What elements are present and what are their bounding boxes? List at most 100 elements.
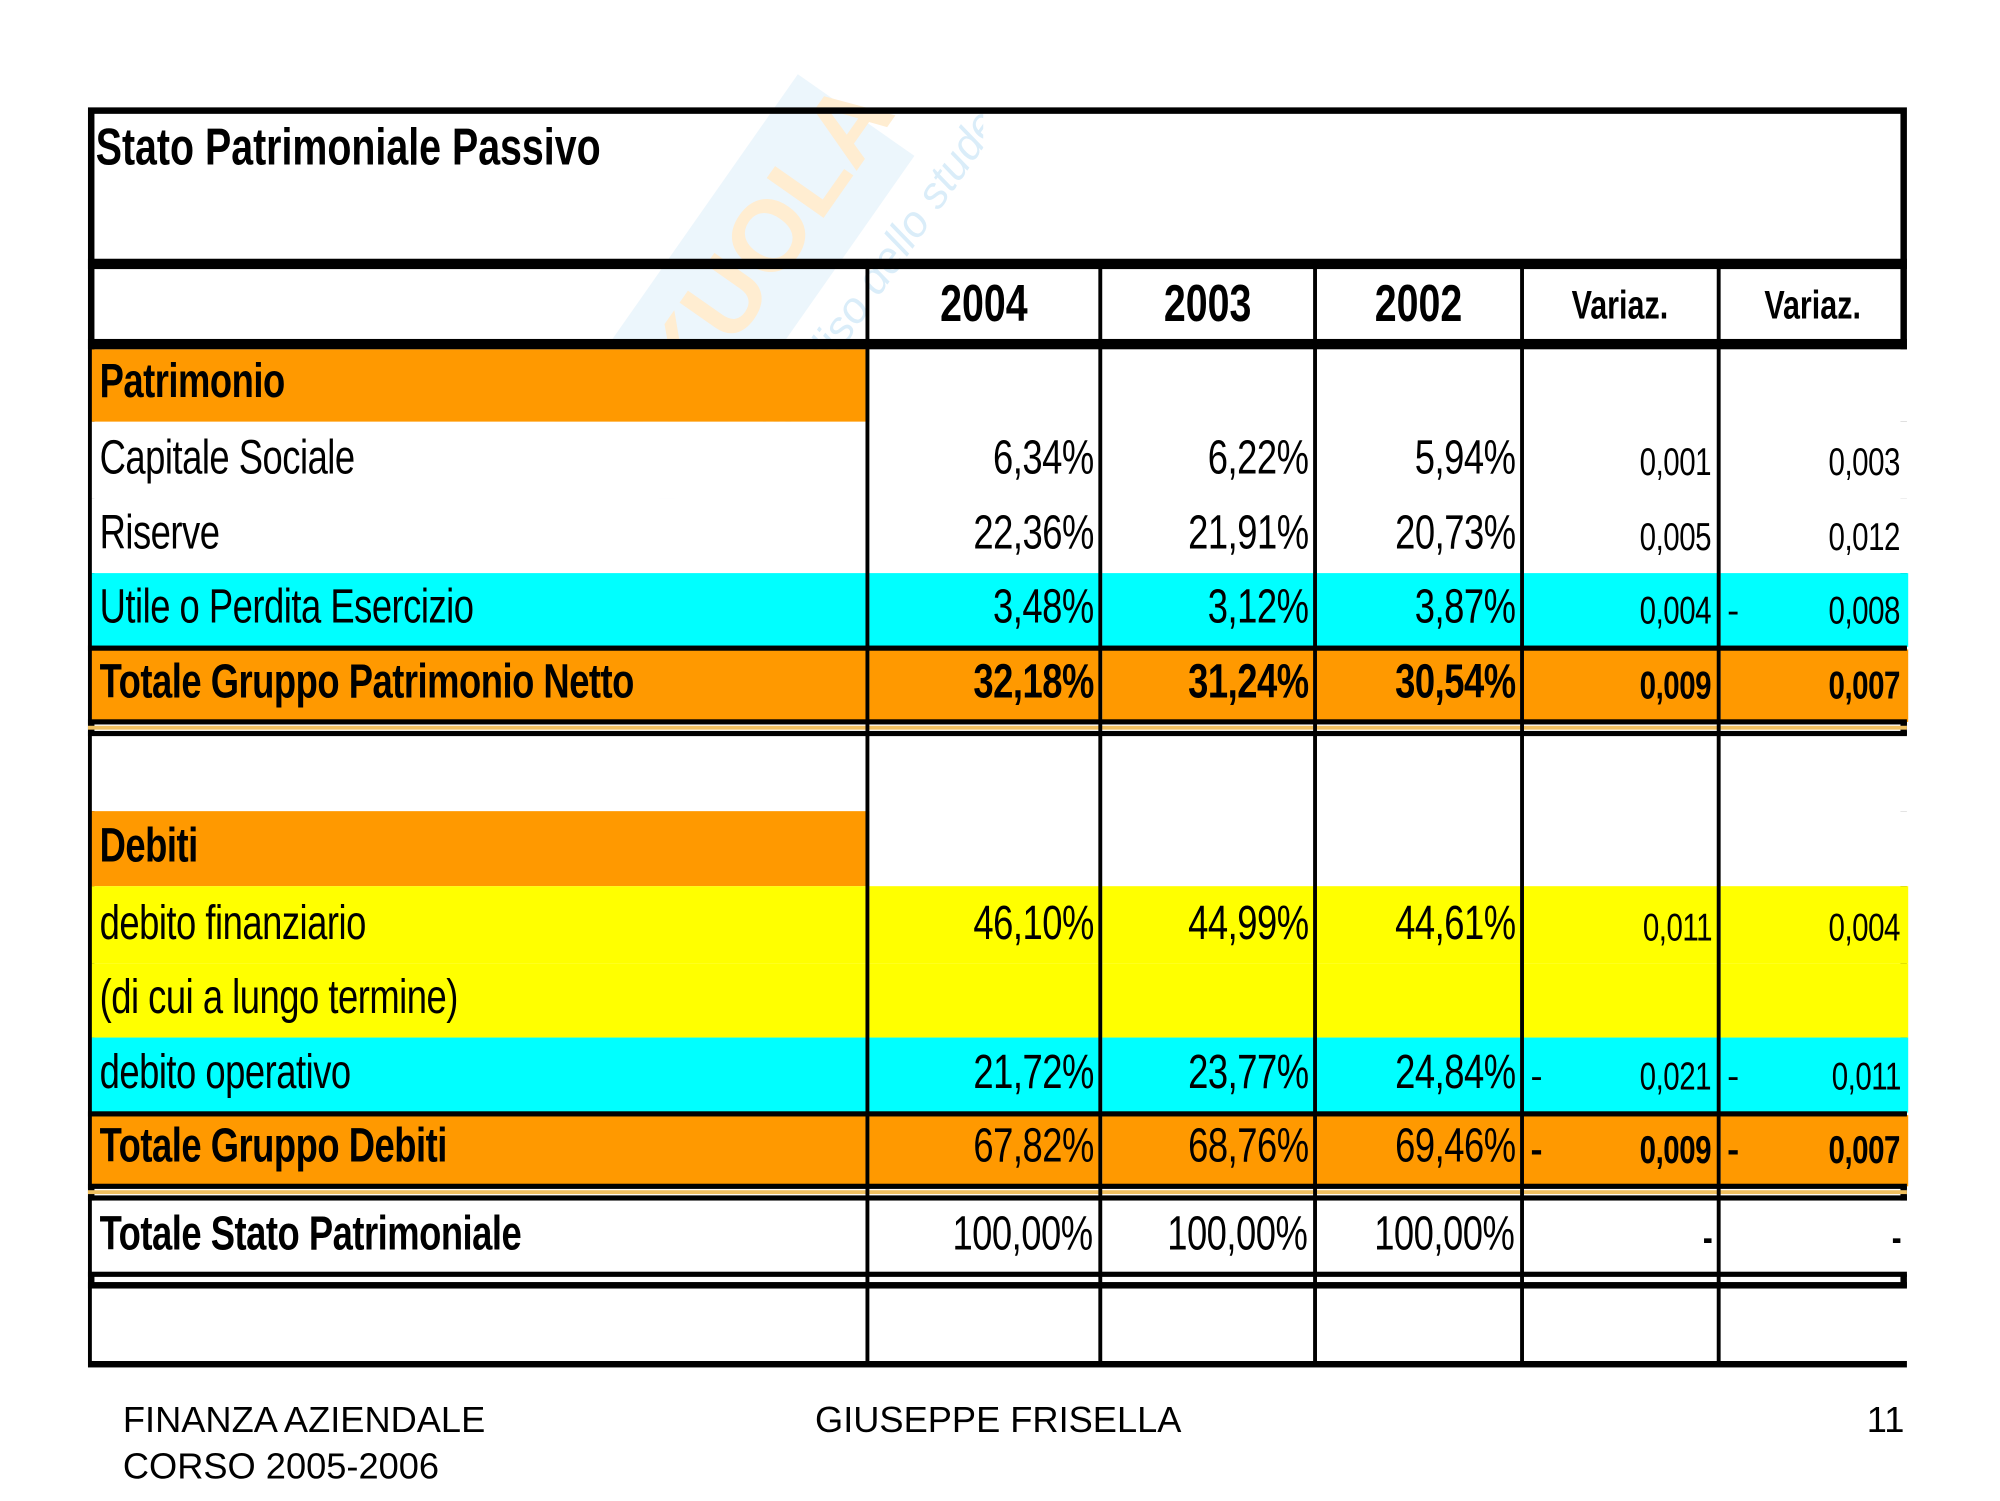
- cell-value: 0,007: [1829, 664, 1901, 708]
- value-cell: 22,36%: [869, 498, 1101, 574]
- cell-value: 0,011: [1642, 906, 1712, 950]
- horizontal-rule: [87, 1195, 1907, 1201]
- value-cell: [1720, 811, 1909, 887]
- row-label: Patrimonio: [99, 354, 286, 408]
- cell-value: 20,73%: [1394, 505, 1515, 559]
- value-cell: [1316, 963, 1523, 1038]
- value-cell: 100,00%: [1316, 1200, 1523, 1275]
- cell-value: 0,007: [1829, 1129, 1901, 1173]
- cell-value: 6,22%: [1207, 430, 1308, 484]
- value-cell: 68,76%: [1102, 1115, 1316, 1187]
- header-variaz-1: Variaz.: [1571, 281, 1669, 327]
- cell-value: 30,54%: [1394, 654, 1515, 708]
- header-2003: 2003: [1163, 275, 1251, 333]
- value-cell: [1102, 349, 1316, 422]
- value-cell: -: [1523, 1200, 1720, 1275]
- horizontal-rule: [87, 719, 1907, 725]
- value-cell: [1102, 811, 1316, 887]
- horizontal-rule: [87, 645, 1907, 651]
- value-cell: 0,001: [1523, 421, 1720, 499]
- value-cell: [869, 811, 1101, 887]
- cell-value: 0,009: [1640, 1129, 1712, 1173]
- value-cell: 46,10%: [869, 886, 1101, 964]
- value-cell: 21,72%: [869, 1037, 1101, 1113]
- cell-value: 31,24%: [1187, 654, 1308, 708]
- cell-value: 100,00%: [1374, 1207, 1516, 1261]
- cell-value: 0,009: [1640, 664, 1712, 708]
- value-cell: 0,021 -: [1523, 1037, 1720, 1113]
- value-cell: 30,54%: [1316, 649, 1523, 722]
- value-cell: 3,12%: [1102, 573, 1316, 647]
- cell-value: 68,76%: [1187, 1119, 1308, 1173]
- value-cell: [1720, 734, 1909, 812]
- cell-value: 44,61%: [1394, 896, 1515, 950]
- value-cell: [869, 1287, 1101, 1361]
- cell-value: 0,012: [1829, 516, 1901, 559]
- value-cell: [1102, 734, 1316, 812]
- row-label: Capitale Sociale: [99, 430, 356, 484]
- column-divider: [865, 265, 870, 1365]
- cell-value: 0,003: [1829, 441, 1901, 484]
- value-cell: 67,82%: [869, 1115, 1101, 1187]
- value-cell: [1720, 1287, 1909, 1361]
- value-cell: 44,61%: [1316, 886, 1523, 964]
- column-divider: [1098, 265, 1103, 1365]
- value-cell: 0,007: [1720, 649, 1909, 722]
- value-cell: [1720, 349, 1909, 422]
- value-cell: 0,011: [1523, 886, 1720, 964]
- cell-value: 3,12%: [1207, 579, 1308, 633]
- value-cell: [1316, 1287, 1523, 1361]
- cell-value: 44,99%: [1187, 896, 1308, 950]
- value-cell: 6,34%: [869, 421, 1101, 499]
- value-cell: [1316, 734, 1523, 812]
- value-cell: 0,009 -: [1523, 1115, 1720, 1187]
- cell-value: 69,46%: [1394, 1119, 1515, 1173]
- value-cell: 44,99%: [1102, 886, 1316, 964]
- value-cell: 0,004: [1720, 886, 1909, 964]
- row-label-cell: [91, 734, 870, 812]
- negative-sign: -: [1530, 1055, 1543, 1096]
- row-label-cell: Capitale Sociale: [91, 421, 870, 499]
- row-label: debito finanziario: [99, 896, 367, 950]
- row-label-cell: Riserve: [91, 498, 870, 574]
- value-cell: [1523, 734, 1720, 812]
- value-cell: [869, 349, 1101, 422]
- row-label: debito operativo: [99, 1045, 352, 1099]
- value-cell: 21,91%: [1102, 498, 1316, 574]
- cell-value: 100,00%: [952, 1207, 1094, 1261]
- header-2004: 2004: [939, 275, 1027, 333]
- row-label: Totale Gruppo Debiti: [99, 1119, 448, 1173]
- cell-value: 24,84%: [1394, 1045, 1515, 1099]
- value-cell: 32,18%: [869, 649, 1101, 722]
- row-label-cell: Debiti: [91, 811, 870, 887]
- value-cell: 0,009: [1523, 649, 1720, 722]
- cell-value: 3,87%: [1414, 579, 1515, 633]
- cell-value: 21,91%: [1187, 505, 1308, 559]
- value-cell: [1102, 1287, 1316, 1361]
- cell-value: 0,004: [1829, 906, 1901, 950]
- header-variaz-2: Variaz.: [1764, 281, 1861, 327]
- cell-value: 3,48%: [992, 579, 1094, 633]
- horizontal-rule: [87, 1183, 1907, 1189]
- cell-value: 32,18%: [972, 654, 1094, 708]
- row-label: Debiti: [99, 818, 199, 872]
- value-cell: 0,012: [1720, 498, 1909, 574]
- value-cell: [1316, 349, 1523, 422]
- cell-value: 0,021: [1640, 1055, 1712, 1099]
- cell-value: 0,001: [1640, 441, 1712, 484]
- horizontal-rule: [87, 338, 1907, 350]
- value-cell: [1523, 1287, 1720, 1361]
- row-label-cell: Totale Stato Patrimoniale: [91, 1200, 870, 1275]
- row-label-cell: debito operativo: [91, 1037, 870, 1113]
- value-cell: 31,24%: [1102, 649, 1316, 722]
- header-2002: 2002: [1374, 275, 1462, 333]
- value-cell: 5,94%: [1316, 421, 1523, 499]
- horizontal-rule: [87, 725, 1907, 730]
- value-cell: 20,73%: [1316, 498, 1523, 574]
- value-cell: 3,48%: [869, 573, 1101, 647]
- value-cell: 100,00%: [869, 1200, 1101, 1275]
- value-cell: 0,008 -: [1720, 573, 1909, 647]
- row-label-cell: Totale Gruppo Patrimonio Netto: [91, 649, 870, 722]
- cell-value: 23,77%: [1187, 1045, 1308, 1099]
